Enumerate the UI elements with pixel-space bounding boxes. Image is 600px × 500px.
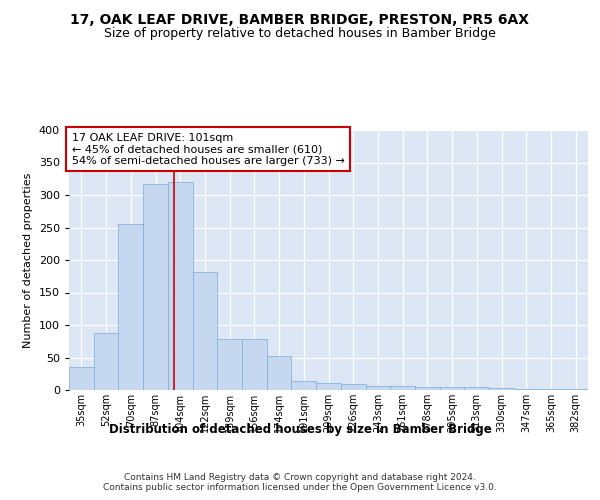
Bar [341,384,365,390]
Bar [440,387,464,390]
Bar [118,224,143,390]
Bar [415,387,440,390]
Bar [267,356,292,390]
Bar [217,340,242,390]
Bar [563,388,588,390]
Bar [242,340,267,390]
Y-axis label: Number of detached properties: Number of detached properties [23,172,33,348]
Text: 17 OAK LEAF DRIVE: 101sqm
← 45% of detached houses are smaller (610)
54% of semi: 17 OAK LEAF DRIVE: 101sqm ← 45% of detac… [71,132,344,166]
Bar [489,388,514,390]
Bar [365,386,390,390]
Bar [292,381,316,390]
Bar [193,272,217,390]
Bar [143,184,168,390]
Text: 17, OAK LEAF DRIVE, BAMBER BRIDGE, PRESTON, PR5 6AX: 17, OAK LEAF DRIVE, BAMBER BRIDGE, PREST… [71,12,530,26]
Bar [316,383,341,390]
Bar [168,182,193,390]
Bar [69,367,94,390]
Bar [464,388,489,390]
Bar [514,388,539,390]
Text: Distribution of detached houses by size in Bamber Bridge: Distribution of detached houses by size … [109,422,491,436]
Text: Contains HM Land Registry data © Crown copyright and database right 2024.
Contai: Contains HM Land Registry data © Crown c… [103,472,497,492]
Text: Size of property relative to detached houses in Bamber Bridge: Size of property relative to detached ho… [104,28,496,40]
Bar [94,334,118,390]
Bar [390,386,415,390]
